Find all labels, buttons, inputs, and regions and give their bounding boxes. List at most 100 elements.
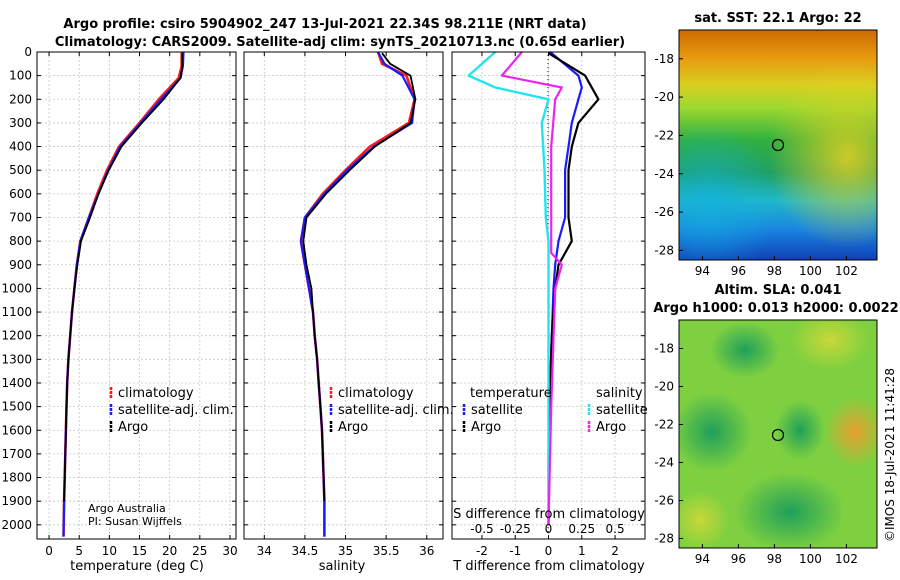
sla-high-patch bbox=[679, 490, 730, 548]
map-longitude-tick-label: 100 bbox=[799, 552, 822, 566]
map-longitude-tick-label: 100 bbox=[799, 264, 822, 278]
depth-tick-label: 1800 bbox=[1, 471, 32, 485]
depth-tick-label: 700 bbox=[9, 210, 32, 224]
legend-label-satellite: satellite-adj. clim. bbox=[118, 403, 234, 418]
legend-label-climatology: climatology bbox=[338, 386, 414, 401]
legend-label-satellite: satellite-adj. clim. bbox=[338, 403, 454, 418]
depth-tick-label: 2000 bbox=[1, 518, 32, 532]
legend-label-t-satellite: satellite bbox=[471, 403, 523, 418]
depth-tick-label: 800 bbox=[9, 234, 32, 248]
temperature-tick-label: 5 bbox=[75, 544, 83, 558]
map-latitude-tick-label: -24 bbox=[654, 167, 674, 181]
map-longitude-tick-label: 96 bbox=[731, 264, 746, 278]
t-difference-tick-label: -1 bbox=[509, 544, 521, 558]
salinity-tick-label: 34.5 bbox=[292, 544, 319, 558]
s-difference-tick-label: 0.5 bbox=[606, 522, 625, 536]
salinity-tick-label: 35.5 bbox=[373, 544, 400, 558]
sla-low-patch bbox=[775, 400, 825, 460]
salinity-tick-labels: 34 34.5 35 35.5 36 bbox=[257, 544, 435, 558]
sla-high-patch bbox=[825, 397, 877, 467]
sst-map-ticks: -18 -20 -22 -24 -26 -28 94 96 98 100 102 bbox=[654, 52, 857, 278]
credit-line-1: Argo Australia bbox=[88, 502, 166, 515]
map-longitude-tick-label: 96 bbox=[731, 552, 746, 566]
map-latitude-tick-label: -28 bbox=[654, 532, 674, 546]
difference-legend: temperature satellite Argo salinity sate… bbox=[462, 386, 648, 435]
temperature-tick-label: 0 bbox=[45, 544, 53, 558]
sst-map-frame bbox=[678, 29, 878, 261]
map-longitude-tick-label: 94 bbox=[695, 264, 710, 278]
temperature-grid bbox=[37, 51, 236, 539]
legend-label-t-argo: Argo bbox=[471, 420, 501, 435]
sla-argo-location-marker bbox=[771, 428, 785, 442]
legend-title-temperature: temperature bbox=[470, 386, 552, 401]
legend-title-salinity: salinity bbox=[596, 386, 643, 401]
t-difference-tick-labels: -2 -1 0 1 2 bbox=[476, 544, 619, 558]
salinity-legend: climatology satellite-adj. clim. Argo bbox=[329, 386, 454, 435]
sla-low-patch bbox=[710, 322, 780, 378]
salinity-argo-line bbox=[302, 52, 417, 502]
depth-tick-label: 0 bbox=[24, 45, 32, 59]
sla-high-patch bbox=[790, 320, 870, 370]
salinity-climatology-line bbox=[299, 51, 416, 537]
sla-low-patch bbox=[735, 472, 845, 548]
temperature-axis-label: temperature (deg C) bbox=[70, 559, 204, 574]
temperature-argo-line bbox=[63, 53, 184, 502]
temperature-tick-label: 25 bbox=[192, 544, 207, 558]
s-diff-argo-line bbox=[500, 51, 563, 525]
sst-argo-location-marker bbox=[771, 138, 785, 152]
sst-map-panel: sat. SST: 22.1 Argo: 22 -18-20-22-24-26-… bbox=[654, 11, 878, 278]
legend-label-argo: Argo bbox=[118, 420, 148, 435]
map-longitude-tick-label: 98 bbox=[767, 264, 782, 278]
depth-tick-label: 900 bbox=[9, 258, 32, 272]
temperature-satellite-line bbox=[62, 51, 185, 537]
sla-map-ticks: -18 -20 -22 -24 -26 -28 94 96 98 100 102 bbox=[654, 342, 857, 567]
map-latitude-tick-label: -22 bbox=[654, 418, 674, 432]
s-difference-tick-label: -0.5 bbox=[470, 522, 493, 536]
temperature-legend: climatology satellite-adj. clim. Argo bbox=[109, 386, 234, 435]
sla-map-frame bbox=[678, 319, 878, 549]
sla-low-patch bbox=[679, 392, 752, 472]
legend-label-s-argo: Argo bbox=[596, 420, 626, 435]
map-latitude-tick-label: -28 bbox=[654, 243, 674, 257]
sla-map-title-1: Altim. SLA: 0.041 bbox=[715, 283, 842, 298]
depth-tick-label: 1200 bbox=[1, 329, 32, 343]
salinity-panel: 34 34.5 35 35.5 36 salinity climatology sate… bbox=[243, 51, 454, 574]
depth-tick-labels: 0 100 200 300 400 500 600 700 800 900 1000 1100 1200… bbox=[1, 45, 32, 532]
salinity-tick-label: 35 bbox=[338, 544, 353, 558]
map-longitude-tick-label: 102 bbox=[835, 264, 858, 278]
difference-axes-box bbox=[451, 51, 646, 540]
s-difference-axis-label: S difference from climatology bbox=[453, 507, 645, 522]
t-difference-tick-label: -2 bbox=[476, 544, 488, 558]
depth-tick-label: 1500 bbox=[1, 400, 32, 414]
map-longitude-tick-label: 98 bbox=[767, 552, 782, 566]
difference-panel: -2 -1 0 1 2 -0.5 -0.25 0 0.25 0.5 S difference f… bbox=[451, 51, 648, 574]
s-difference-tick-labels: -0.5 -0.25 0 0.25 0.5 bbox=[470, 522, 624, 536]
figure-title-line-1: Argo profile: csiro 5904902_247 13-Jul-2… bbox=[63, 17, 586, 32]
legend-label-argo: Argo bbox=[338, 420, 368, 435]
map-latitude-tick-label: -20 bbox=[654, 380, 674, 394]
temperature-climatology-line bbox=[62, 52, 183, 537]
depth-tick-label: 500 bbox=[9, 163, 32, 177]
map-latitude-tick-label: -20 bbox=[654, 90, 674, 104]
depth-tick-label: 1900 bbox=[1, 494, 32, 508]
temperature-axes-box bbox=[36, 51, 237, 540]
s-difference-tick-label: -0.25 bbox=[500, 522, 531, 536]
depth-tick-label: 1100 bbox=[1, 305, 32, 319]
s-difference-tick-label: 0.25 bbox=[568, 522, 595, 536]
imos-watermark: ©IMOS 18-Jul-2021 11:41:28 bbox=[883, 368, 897, 542]
temperature-tick-label: 10 bbox=[102, 544, 117, 558]
depth-tick-label: 1700 bbox=[1, 447, 32, 461]
salinity-axis-label: salinity bbox=[319, 559, 366, 574]
depth-tick-label: 100 bbox=[9, 69, 32, 83]
temperature-tick-label: 15 bbox=[132, 544, 147, 558]
depth-tick-label: 400 bbox=[9, 140, 32, 154]
map-latitude-tick-label: -26 bbox=[654, 494, 674, 508]
t-difference-tick-label: 2 bbox=[611, 544, 619, 558]
map-latitude-tick-label: -24 bbox=[654, 456, 674, 470]
temperature-tick-label: 30 bbox=[222, 544, 237, 558]
salinity-axes-box bbox=[243, 51, 444, 540]
t-difference-tick-label: 1 bbox=[578, 544, 586, 558]
sla-map-title-2: Argo h1000: 0.013 h2000: 0.0022 bbox=[653, 301, 898, 316]
sst-cool-patch bbox=[679, 30, 877, 260]
